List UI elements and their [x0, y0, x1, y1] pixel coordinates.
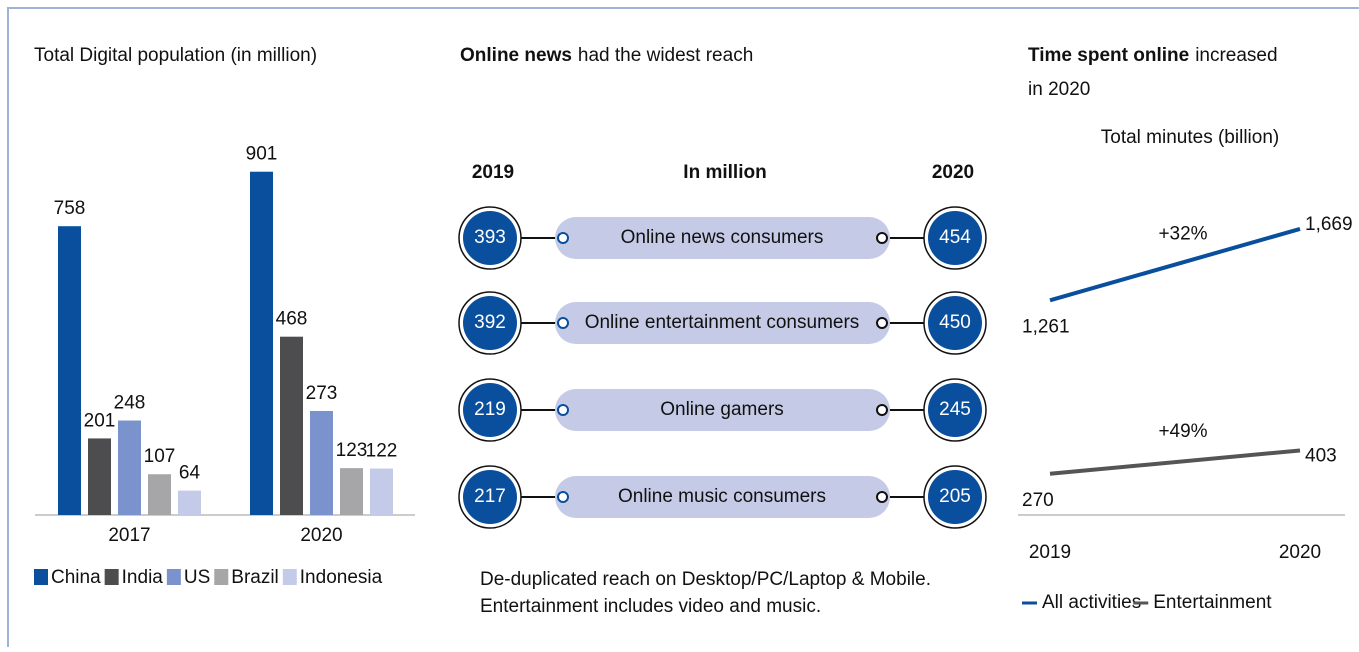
- legend-swatch: [166, 569, 181, 585]
- value-circle: [928, 296, 982, 350]
- data-label: 1,669: [1305, 214, 1353, 235]
- value-circle: [463, 383, 517, 437]
- data-label: 107: [144, 446, 176, 467]
- value-circle: [928, 211, 982, 265]
- node-dot: [876, 491, 888, 503]
- value-label: 217: [474, 486, 506, 507]
- node-dot: [557, 404, 569, 416]
- data-label: 270: [1022, 490, 1054, 511]
- data-label: 901: [246, 144, 278, 165]
- line: [1049, 227, 1301, 303]
- note: De-duplicated reach on Desktop/PC/Laptop…: [480, 569, 931, 590]
- note: Entertainment includes video and music.: [480, 596, 821, 617]
- value-circle: [928, 383, 982, 437]
- legend-swatch: [214, 569, 229, 585]
- bar: [250, 171, 273, 515]
- pill: [555, 302, 890, 344]
- value-label: 205: [939, 486, 971, 507]
- bar: [280, 336, 303, 515]
- legend-swatch: [34, 569, 48, 585]
- legend-swatch: [104, 569, 119, 585]
- row-label: Online music consumers: [618, 486, 826, 507]
- header: In million: [683, 162, 766, 183]
- node-dot: [876, 317, 888, 329]
- legend-label: US: [184, 567, 210, 588]
- data-label: 403: [1305, 445, 1337, 466]
- value-circle: [463, 211, 517, 265]
- x-tick-label: 2019: [1029, 542, 1071, 563]
- row-label: Online gamers: [660, 399, 784, 420]
- annotation: +32%: [1158, 224, 1207, 245]
- row-label: Online entertainment consumers: [585, 312, 860, 333]
- value-label: 245: [939, 399, 971, 420]
- data-label: 248: [114, 393, 146, 414]
- line: [1049, 448, 1301, 476]
- legend-label: Entertainment: [1153, 592, 1272, 613]
- node-dot: [876, 232, 888, 244]
- bar: [148, 474, 171, 515]
- bar: [370, 468, 393, 515]
- legend-swatch: [282, 569, 297, 585]
- x-tick-label: 2020: [1279, 542, 1321, 563]
- bar: [340, 468, 363, 515]
- pill: [555, 389, 890, 431]
- frame: [7, 7, 1359, 647]
- title-rest: had the widest reach: [578, 45, 753, 66]
- value-label: 454: [939, 227, 971, 248]
- bar: [310, 410, 333, 515]
- node-dot: [876, 404, 888, 416]
- data-label: 273: [306, 383, 338, 404]
- value-label: 392: [474, 312, 506, 333]
- legend-label: Indonesia: [300, 567, 383, 588]
- value-label: 219: [474, 399, 506, 420]
- title-bold: Online news: [460, 45, 572, 66]
- data-label: 123: [336, 440, 368, 461]
- title-rest: increased: [1195, 45, 1277, 66]
- data-label: 122: [366, 441, 398, 462]
- chart-title: in 2020: [1028, 79, 1090, 100]
- legend-label: India: [122, 567, 164, 588]
- value-label: 450: [939, 312, 971, 333]
- bar: [118, 420, 141, 515]
- data-label: 64: [179, 463, 201, 484]
- chart-title: Online news had the widest reach: [460, 45, 753, 66]
- value-circle: [463, 470, 517, 524]
- title-bold: Time spent online: [1028, 45, 1189, 66]
- legend-label: Brazil: [231, 567, 279, 588]
- value-label: 393: [474, 227, 506, 248]
- chart-title: Total Digital population (in million): [34, 45, 317, 66]
- bar: [88, 438, 111, 515]
- subtitle: Total minutes (billion): [1101, 127, 1279, 148]
- row-label: Online news consumers: [621, 227, 824, 248]
- x-tick-label: 2017: [108, 525, 150, 546]
- data-label: 468: [276, 309, 308, 330]
- header: 2020: [932, 162, 974, 183]
- header: 2019: [472, 162, 514, 183]
- x-tick-label: 2020: [300, 525, 342, 546]
- data-label: 758: [54, 198, 86, 219]
- data-label: 201: [84, 410, 116, 431]
- legend-label: All activities: [1042, 592, 1141, 613]
- pill: [555, 217, 890, 259]
- pill: [555, 476, 890, 518]
- node-dot: [557, 317, 569, 329]
- node-dot: [557, 491, 569, 503]
- value-circle: [463, 296, 517, 350]
- legend-label: China: [51, 567, 101, 588]
- data-label: 1,261: [1022, 316, 1070, 337]
- node-dot: [557, 232, 569, 244]
- bar: [178, 490, 201, 515]
- value-circle: [928, 470, 982, 524]
- annotation: +49%: [1158, 421, 1207, 442]
- bar: [58, 226, 81, 515]
- chart-title: Time spent online increased: [1028, 45, 1278, 66]
